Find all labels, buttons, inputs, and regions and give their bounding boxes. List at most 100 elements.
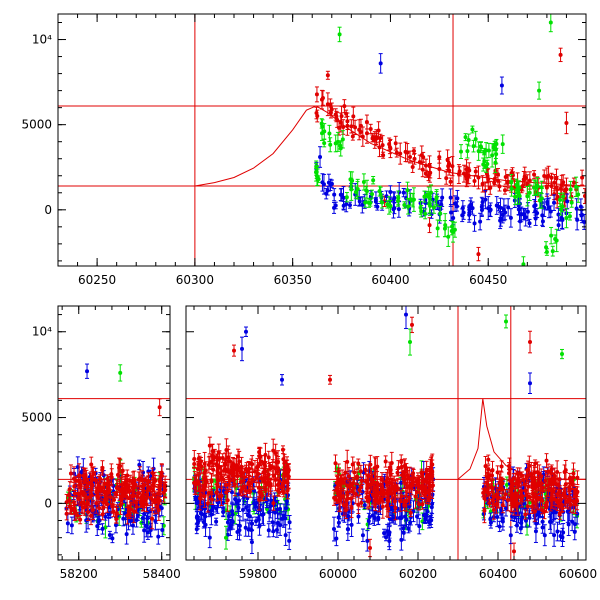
data-point xyxy=(558,52,563,57)
data-point xyxy=(75,513,80,518)
data-point xyxy=(210,449,215,454)
data-point xyxy=(363,200,368,205)
data-point xyxy=(259,476,264,481)
data-point xyxy=(466,138,471,142)
data-point xyxy=(128,519,133,524)
data-point xyxy=(492,180,497,185)
data-point xyxy=(494,203,499,208)
data-point xyxy=(145,516,150,521)
data-point xyxy=(340,137,345,142)
bottom-plot-area xyxy=(186,306,586,560)
data-point xyxy=(350,178,355,183)
data-point xyxy=(319,121,324,126)
data-point xyxy=(445,157,450,162)
data-point xyxy=(492,177,497,182)
data-cluster xyxy=(64,456,168,545)
data-point xyxy=(112,497,117,502)
data-point xyxy=(90,507,95,512)
data-point xyxy=(132,478,137,483)
data-point xyxy=(236,454,241,459)
data-point xyxy=(344,195,349,200)
data-point xyxy=(100,512,105,517)
data-point xyxy=(388,189,393,194)
data-point xyxy=(282,460,287,465)
data-point xyxy=(427,223,432,228)
data-point xyxy=(84,495,89,500)
data-point xyxy=(500,142,505,147)
series xyxy=(314,14,581,266)
data-point xyxy=(239,464,244,469)
data-point xyxy=(110,536,115,541)
data-cluster xyxy=(192,436,292,555)
data-point xyxy=(473,137,478,142)
data-point xyxy=(145,530,150,535)
data-point xyxy=(412,156,417,161)
data-point xyxy=(351,114,356,119)
data-point xyxy=(554,176,559,181)
data-point xyxy=(238,479,243,484)
data-point xyxy=(341,124,346,129)
data-point xyxy=(535,211,540,216)
data-point xyxy=(89,462,94,467)
data-point xyxy=(79,470,84,475)
data-point xyxy=(458,149,463,154)
data-point xyxy=(155,504,160,509)
data-point xyxy=(565,199,570,204)
data-point xyxy=(549,184,554,189)
top-panel: 0 5000 10⁴ 60250 60300 60350 60400 60450 xyxy=(21,13,587,287)
data-point xyxy=(268,484,273,489)
data-point xyxy=(240,486,245,491)
data-point xyxy=(582,194,586,199)
data-point xyxy=(84,477,89,482)
data-point xyxy=(373,197,378,202)
data-point xyxy=(141,489,146,494)
data-point xyxy=(163,488,168,493)
data-point xyxy=(337,32,342,37)
data-point xyxy=(403,149,408,154)
data-point xyxy=(455,196,460,201)
data-point xyxy=(280,516,285,521)
data-point xyxy=(97,506,102,511)
data-point xyxy=(109,472,114,477)
data-point xyxy=(152,500,157,505)
data-point xyxy=(98,488,103,493)
data-point xyxy=(207,443,212,448)
data-point xyxy=(349,124,354,129)
data-point xyxy=(410,165,415,170)
data-point xyxy=(125,513,130,518)
data-point xyxy=(542,205,547,210)
data-point xyxy=(72,484,77,489)
data-point xyxy=(125,473,130,478)
data-point xyxy=(229,490,234,495)
data-point xyxy=(214,490,219,495)
data-point xyxy=(198,496,203,501)
data-point xyxy=(284,499,289,504)
data-point xyxy=(492,142,497,147)
data-point xyxy=(364,188,369,193)
data-point xyxy=(518,219,523,224)
data-point xyxy=(314,111,319,116)
data-cluster xyxy=(332,449,436,552)
data-point xyxy=(139,499,144,504)
data-point xyxy=(97,518,102,523)
data-point xyxy=(478,144,483,149)
data-point xyxy=(131,509,136,514)
data-point xyxy=(523,215,528,220)
data-point xyxy=(199,511,204,516)
data-point xyxy=(328,142,333,147)
data-point xyxy=(283,516,288,521)
data-point xyxy=(244,489,249,494)
data-point xyxy=(434,195,439,200)
data-point xyxy=(274,459,279,464)
data-point xyxy=(200,488,205,493)
data-point xyxy=(329,181,334,186)
data-point xyxy=(324,191,329,196)
data-point xyxy=(144,478,149,483)
data-point xyxy=(316,177,321,182)
data-point xyxy=(256,517,261,522)
data-point xyxy=(557,197,562,202)
top-plot-area xyxy=(58,14,586,266)
data-point xyxy=(364,120,369,125)
data-point xyxy=(72,506,77,511)
